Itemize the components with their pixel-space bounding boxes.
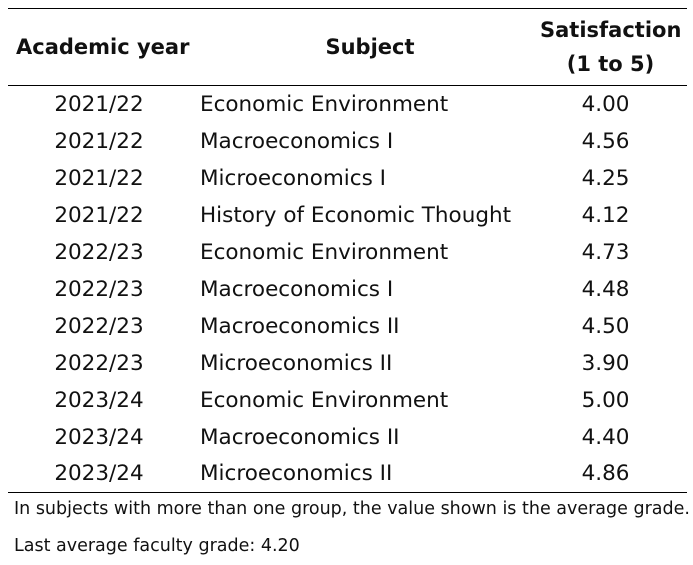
year-cell: 2022/23 [54,350,144,376]
satisfaction-cell: 4.40 [581,424,630,450]
year-cell: 2022/23 [54,276,144,302]
table-row: 2023/24 Macroeconomics II 4.40 [8,419,687,456]
header-academic-year: Academic year [8,8,200,86]
table-row: 2022/23 Macroeconomics II 4.50 [8,308,687,345]
table-row: 2021/22 History of Economic Thought 4.12 [8,197,687,234]
subject-cell: Macroeconomics II [200,424,400,450]
table-row: 2022/23 Microeconomics II 3.90 [8,345,687,382]
table-row: 2021/22 Microeconomics I 4.25 [8,160,687,197]
subject-cell: History of Economic Thought [200,202,512,228]
year-cell: 2023/24 [54,387,144,413]
satisfaction-cell: 5.00 [581,387,630,413]
table-row: 2021/22 Economic Environment 4.00 [8,86,687,123]
satisfaction-cell: 4.48 [581,276,630,302]
subject-cell: Economic Environment [200,239,449,265]
subject-cell: Economic Environment [200,91,449,117]
header-satisfaction: Satisfaction (1 to 5) [540,8,687,86]
header-row: Academic year Subject Satisfaction (1 to… [8,8,687,86]
subject-cell: Economic Environment [200,387,449,413]
satisfaction-cell: 4.25 [581,165,630,191]
note-average-grade: In subjects with more than one group, th… [14,499,690,519]
year-cell: 2022/23 [54,239,144,265]
table-row: 2023/24 Microeconomics II 4.86 [8,455,687,493]
year-cell: 2021/22 [54,202,144,228]
header-satisfaction-line1: Satisfaction [540,18,682,42]
year-cell: 2022/23 [54,313,144,339]
table-header: Academic year Subject Satisfaction (1 to… [8,8,687,86]
table-row: 2022/23 Macroeconomics I 4.48 [8,271,687,308]
satisfaction-cell: 4.12 [581,202,630,228]
header-satisfaction-line2: (1 to 5) [566,52,655,76]
table-row: 2022/23 Economic Environment 4.73 [8,234,687,271]
satisfaction-cell: 3.90 [581,350,630,376]
subject-cell: Macroeconomics I [200,128,394,154]
note-faculty-grade: Last average faculty grade: 4.20 [14,536,300,556]
year-cell: 2023/24 [8,455,200,493]
subject-cell: Microeconomics II [200,455,540,493]
year-cell: 2021/22 [54,91,144,117]
table-body: 2021/22 Economic Environment 4.00 2021/22 Ma… [8,86,687,493]
subject-cell: Macroeconomics II [200,313,400,339]
year-cell: 2021/22 [54,128,144,154]
year-cell: 2023/24 [54,424,144,450]
satisfaction-cell: 4.00 [581,91,630,117]
satisfaction-table-container: Academic year Subject Satisfaction (1 to… [8,8,687,493]
table-row: 2023/24 Economic Environment 5.00 [8,382,687,419]
year-cell: 2021/22 [54,165,144,191]
subject-cell: Microeconomics II [200,350,393,376]
subject-cell: Macroeconomics I [200,276,394,302]
satisfaction-table: Academic year Subject Satisfaction (1 to… [8,8,687,493]
table-notes: In subjects with more than one group, th… [14,491,690,565]
subject-cell: Microeconomics I [200,165,386,191]
satisfaction-cell: 4.56 [581,128,630,154]
satisfaction-cell: 4.50 [581,313,630,339]
header-subject: Subject [200,8,540,86]
satisfaction-cell: 4.86 [540,455,687,493]
satisfaction-cell: 4.73 [581,239,630,265]
table-row: 2021/22 Macroeconomics I 4.56 [8,123,687,160]
